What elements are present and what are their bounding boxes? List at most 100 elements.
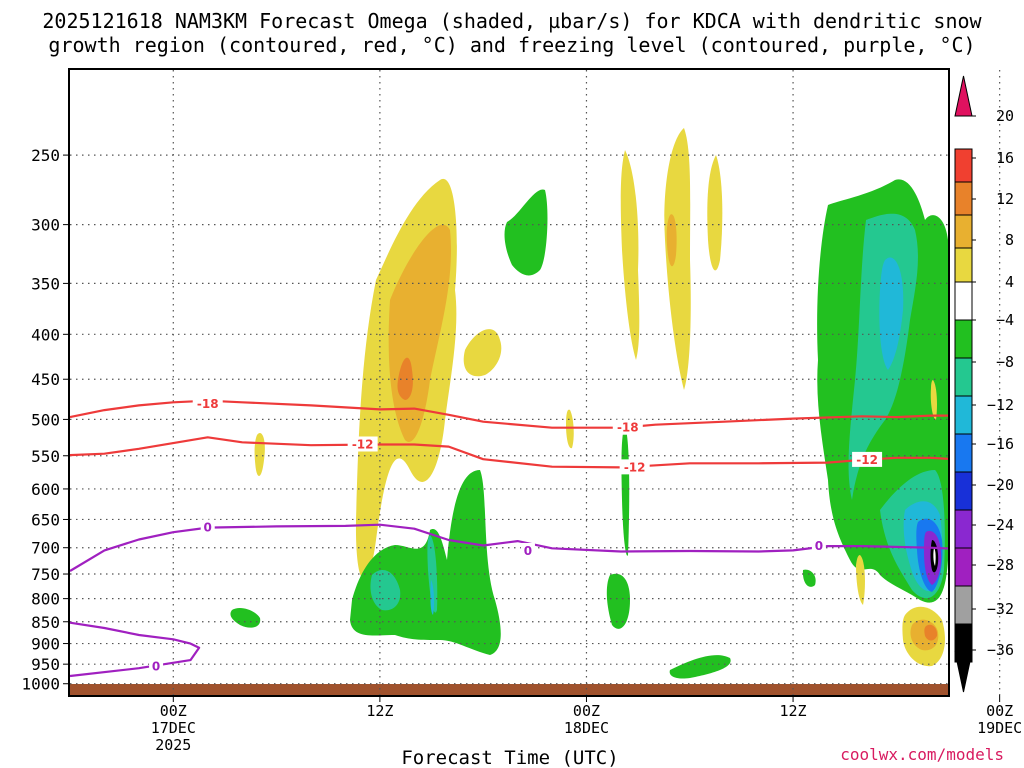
x-tick-label-line3: 2025 xyxy=(155,736,191,754)
y-tick-label: 950 xyxy=(31,655,60,674)
contour-label-bg xyxy=(192,395,223,411)
contour-label-bg xyxy=(811,538,826,554)
colorbar-swatch xyxy=(954,181,973,216)
colorbar-swatch xyxy=(954,281,973,321)
chart-title-line2: growth region (contoured, red, °C) and f… xyxy=(48,33,975,57)
x-tick-label-line1: 12Z xyxy=(366,702,393,720)
omega-region-low-cyan-b xyxy=(427,535,438,613)
omega-region-low-cyan-a xyxy=(370,570,401,611)
y-tick-label: 650 xyxy=(31,510,60,529)
colorbar-swatch xyxy=(954,214,973,249)
contour-label-bg xyxy=(612,419,643,435)
colorbar-swatch xyxy=(954,547,973,587)
colorbar-label: 12 xyxy=(996,190,1014,208)
colorbar-swatch xyxy=(954,471,973,511)
omega-region-band2-yellow-a xyxy=(620,150,640,360)
colorbar-swatch xyxy=(954,247,973,283)
y-tick-label: 600 xyxy=(31,480,60,499)
x-tick-label-line1: 00Z xyxy=(986,702,1013,720)
y-axis-ticks: 250 300 350 400 450 500 550 600 650 700 750 800 850 9… xyxy=(21,146,70,694)
contour-label-bg xyxy=(520,542,535,558)
contour-label: -18 xyxy=(197,397,219,411)
y-tick-label: 800 xyxy=(31,590,60,609)
x-tick-label-line1: 12Z xyxy=(780,702,807,720)
isotherm-contour-labels: -18 -18 -12 -12 -12 0 0 0 0 xyxy=(149,395,883,674)
omega-region-green-small-a xyxy=(606,573,630,629)
omega-region-late-red-low xyxy=(924,624,938,641)
omega-region-low-blue xyxy=(430,580,435,615)
ground-terrain xyxy=(70,684,949,696)
colorbar-label: 16 xyxy=(996,149,1014,167)
omega-region-green-small-c xyxy=(669,655,731,679)
contour-label: -12 xyxy=(856,453,878,467)
colorbar-swatch xyxy=(954,319,973,359)
x-tick-label-line2: 18DEC xyxy=(564,719,609,737)
colorbar-label: −20 xyxy=(987,476,1014,494)
omega-region-green-upper xyxy=(504,189,548,276)
omega-region-band2-orange xyxy=(666,214,677,267)
colorbar-label: −32 xyxy=(987,600,1014,618)
omega-region-late-cyan xyxy=(879,257,904,370)
y-tick-label: 550 xyxy=(31,447,60,466)
plot-frame xyxy=(68,68,950,697)
contour-label-bg xyxy=(149,658,164,674)
colorbar-label: 8 xyxy=(1005,231,1014,249)
credit-text: coolwx.com/models xyxy=(840,745,1004,764)
omega-region-green-small-b xyxy=(230,607,261,628)
y-tick-label: 700 xyxy=(31,539,60,558)
omega-region-late-white-core xyxy=(933,548,936,566)
contour-label: 0 xyxy=(204,521,212,535)
colorbar-swatch xyxy=(954,148,973,183)
contour-label-bg xyxy=(619,459,650,475)
colorbar-swatch xyxy=(954,585,973,625)
omega-region-band2-yellow-b xyxy=(664,128,691,390)
contour-label: -18 xyxy=(617,421,639,435)
omega-region-band1-yellow-2 xyxy=(463,329,502,377)
y-tick-label: 750 xyxy=(31,565,60,584)
colorbar-swatch xyxy=(954,395,973,435)
omega-region-late-yellow-a xyxy=(856,555,865,605)
y-tick-label: 1000 xyxy=(21,675,60,694)
y-tick-label: 850 xyxy=(31,613,60,632)
colorbar-swatch xyxy=(954,357,973,397)
colorbar-label: 4 xyxy=(1005,273,1014,291)
colorbar-label: −4 xyxy=(996,311,1014,329)
x-axis-title: Forecast Time (UTC) xyxy=(401,747,618,768)
contour-label: 0 xyxy=(815,539,823,553)
contour-line xyxy=(69,621,201,678)
y-tick-label: 250 xyxy=(31,146,60,165)
omega-region-late-yellow-b xyxy=(930,380,937,420)
colorbar-label: −16 xyxy=(987,435,1014,453)
chart-title-line1: 2025121618 NAM3KM Forecast Omega (shaded… xyxy=(42,9,982,33)
omega-region-green-small-d xyxy=(802,569,816,587)
y-tick-label: 900 xyxy=(31,635,60,654)
colorbar-label: −36 xyxy=(987,641,1014,659)
contour-label: 0 xyxy=(152,660,160,674)
x-tick-label-line1: 00Z xyxy=(160,702,187,720)
y-tick-label: 400 xyxy=(31,325,60,344)
colorbar-label: −28 xyxy=(987,556,1014,574)
omega-region-small-yellow xyxy=(254,432,265,476)
colorbar-swatch xyxy=(954,509,973,549)
omega-region-band2-yellow-c xyxy=(707,155,723,271)
y-tick-label: 350 xyxy=(31,274,60,293)
colorbar-bottom-triangle xyxy=(954,651,973,693)
omega-region-band1-orange-core xyxy=(397,357,413,400)
contour-label: -12 xyxy=(352,437,374,451)
grid-lines xyxy=(70,70,1001,695)
colorbar-label: −12 xyxy=(987,396,1014,414)
contour-label: -12 xyxy=(624,460,646,474)
x-tick-label-line2: 19DEC xyxy=(977,719,1022,737)
y-tick-label: 300 xyxy=(31,216,60,235)
colorbar-label: 20 xyxy=(996,107,1014,125)
y-tick-label: 500 xyxy=(31,410,60,429)
x-tick-label-line1: 00Z xyxy=(573,702,600,720)
colorbar-swatch xyxy=(954,433,973,473)
contour-label-bg xyxy=(852,451,883,467)
omega-region-small-yellow-2 xyxy=(566,409,574,449)
colorbar-label: −24 xyxy=(987,516,1014,534)
colorbar-label: −8 xyxy=(996,353,1014,371)
omega-region-green-vertical xyxy=(621,425,630,556)
